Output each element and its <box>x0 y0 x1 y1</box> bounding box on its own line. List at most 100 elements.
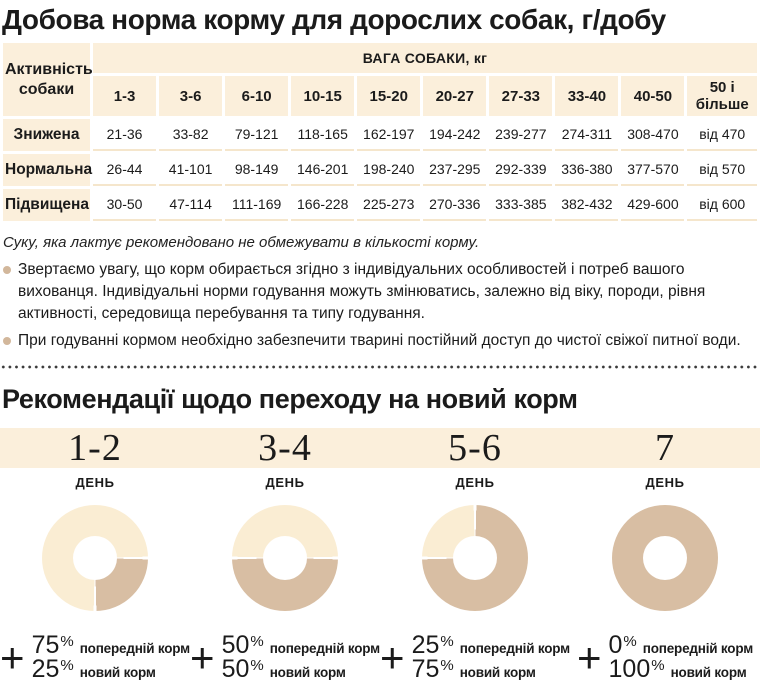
plus-icon: + <box>190 634 215 682</box>
weight-col-header: 3-6 <box>159 76 223 116</box>
dose-cell: 26-44 <box>93 154 157 186</box>
day-word: ДЕНЬ <box>455 475 495 490</box>
table-row: Знижена 21-36 33-82 79-121 118-165 162-1… <box>3 119 757 151</box>
plus-icon: + <box>380 634 405 682</box>
weight-col-header: 40-50 <box>621 76 685 116</box>
previous-food-line: 50% попередній корм <box>221 631 381 659</box>
dose-cell: 79-121 <box>225 119 289 151</box>
dose-cell: 118-165 <box>291 119 355 151</box>
dose-cell: 237-295 <box>423 154 487 186</box>
new-food-label: новий корм <box>670 665 747 680</box>
dose-cell: 111-169 <box>225 189 289 221</box>
activity-row-label: Знижена <box>3 119 91 151</box>
bullet-dot-icon <box>3 337 11 345</box>
activity-row-label: Нормальна <box>3 154 92 186</box>
dose-cell: 98-149 <box>225 154 289 186</box>
dose-cell: 30-50 <box>93 189 157 221</box>
previous-pct: 50 <box>221 631 250 659</box>
dose-cell: 198-240 <box>357 154 421 186</box>
weight-col-header: 6-10 <box>225 76 289 116</box>
percent-sign: % <box>250 633 264 650</box>
new-food-label: новий корм <box>269 665 346 680</box>
list-item: Звертаємо увагу, що корм обирається згід… <box>3 259 757 325</box>
note-text: Звертаємо увагу, що корм обирається згід… <box>18 261 706 322</box>
new-food-line: 75% новий корм <box>411 655 570 683</box>
day-word: ДЕНЬ <box>75 475 115 490</box>
day-number: 3-4 <box>258 427 312 469</box>
new-pct: 75 <box>411 655 440 683</box>
previous-food-label: попередній корм <box>269 641 380 656</box>
dose-cell: 33-82 <box>159 119 223 151</box>
previous-food-line: 75% попередній корм <box>32 633 191 659</box>
dose-cell: 239-277 <box>489 119 553 151</box>
percent-sign: % <box>440 657 454 674</box>
percent-sign: % <box>60 657 74 674</box>
dose-cell: 194-242 <box>423 119 487 151</box>
dose-cell: від 570 <box>687 154 757 186</box>
mix-lines: 75% попередній корм 25% новий корм <box>32 633 191 683</box>
transition-step-4: 7 ДЕНЬ + 0% попередній корм 100% новий к… <box>570 428 760 683</box>
dose-cell: 146-201 <box>291 154 355 186</box>
table-row: Підвищена 30-50 47-114 111-169 166-228 2… <box>3 189 757 221</box>
weight-col-header: 50 і більше <box>687 76 757 116</box>
weight-group-header: ВАГА СОБАКИ, кг <box>93 43 757 73</box>
weight-col-header: 10-15 <box>291 76 355 116</box>
weight-col-header: 27-33 <box>489 76 553 116</box>
previous-pct: 25 <box>411 631 440 659</box>
dose-cell: 41-101 <box>159 154 223 186</box>
percent-sign: % <box>440 633 454 650</box>
previous-food-label: попередній корм <box>459 641 570 656</box>
dose-cell: 292-339 <box>489 154 553 186</box>
plus-icon: + <box>0 634 25 682</box>
day-number: 1-2 <box>68 427 122 469</box>
plus-icon: + <box>576 634 602 682</box>
page-title: Добова норма корму для дорослих собак, г… <box>2 4 666 35</box>
transition-step-3: 5-6 ДЕНЬ + 25% попередній корм 75% новий… <box>380 428 570 683</box>
day-word: ДЕНЬ <box>645 475 685 490</box>
previous-pct: 0 <box>608 631 623 659</box>
percent-sign: % <box>250 657 264 674</box>
mix-ratio: + 25% попередній корм 75% новий корм <box>380 631 571 683</box>
dose-cell: 47-114 <box>159 189 223 221</box>
new-pct: 50 <box>221 655 250 683</box>
day-band <box>0 428 760 468</box>
dose-cell: 333-385 <box>489 189 553 221</box>
new-food-line: 100% новий корм <box>608 655 753 683</box>
weight-col-header: 33-40 <box>555 76 619 116</box>
previous-food-label: попередній корм <box>642 641 753 656</box>
weight-col-header: 20-27 <box>423 76 487 116</box>
day-number: 7 <box>655 427 675 469</box>
dose-cell: від 600 <box>687 189 757 221</box>
donut-chart-day-3-4 <box>232 505 338 611</box>
transition-step-1: 1-2 ДЕНЬ + 75% попередній корм 25% новий… <box>0 428 190 683</box>
new-food-line: 25% новий корм <box>32 657 190 683</box>
list-item: При годуванні кормом необхідно забезпечи… <box>3 330 757 352</box>
day-word: ДЕНЬ <box>265 475 305 490</box>
previous-food-label: попередній корм <box>79 641 190 656</box>
new-food-label: новий корм <box>459 665 536 680</box>
donut-chart-day-5-6 <box>422 505 528 611</box>
transition-section-title: Рекомендації щодо переходу на новий корм <box>2 384 578 414</box>
activity-row-label: Підвищена <box>3 189 91 221</box>
daily-dose-table: Активність собаки ВАГА СОБАКИ, кг 1-3 3-… <box>0 40 760 224</box>
new-pct: 100 <box>608 655 651 683</box>
weight-col-header: 1-3 <box>93 76 157 116</box>
dose-cell: 166-228 <box>291 189 355 221</box>
donut-chart-day-7 <box>612 505 718 611</box>
percent-sign: % <box>651 657 665 674</box>
note-text: При годуванні кормом необхідно забезпечи… <box>18 332 741 349</box>
table-row: Нормальна 26-44 41-101 98-149 146-201 19… <box>3 154 757 186</box>
new-food-line: 50% новий корм <box>221 655 380 683</box>
activity-column-header: Активність собаки <box>3 43 93 116</box>
dose-cell: 377-570 <box>621 154 685 186</box>
dose-cell: 162-197 <box>357 119 421 151</box>
dose-cell: 308-470 <box>621 119 685 151</box>
mix-lines: 0% попередній корм 100% новий корм <box>608 631 754 683</box>
mix-lines: 25% попередній корм 75% новий корм <box>411 631 571 683</box>
percent-sign: % <box>60 633 74 650</box>
donut-chart-day-1-2 <box>42 505 148 611</box>
dose-cell: 429-600 <box>621 189 685 221</box>
lactation-note: Суку, яка лактує рекомендовано не обмежу… <box>3 234 480 251</box>
dotted-divider <box>0 365 760 369</box>
mix-ratio: + 0% попередній корм 100% новий корм <box>576 631 754 683</box>
